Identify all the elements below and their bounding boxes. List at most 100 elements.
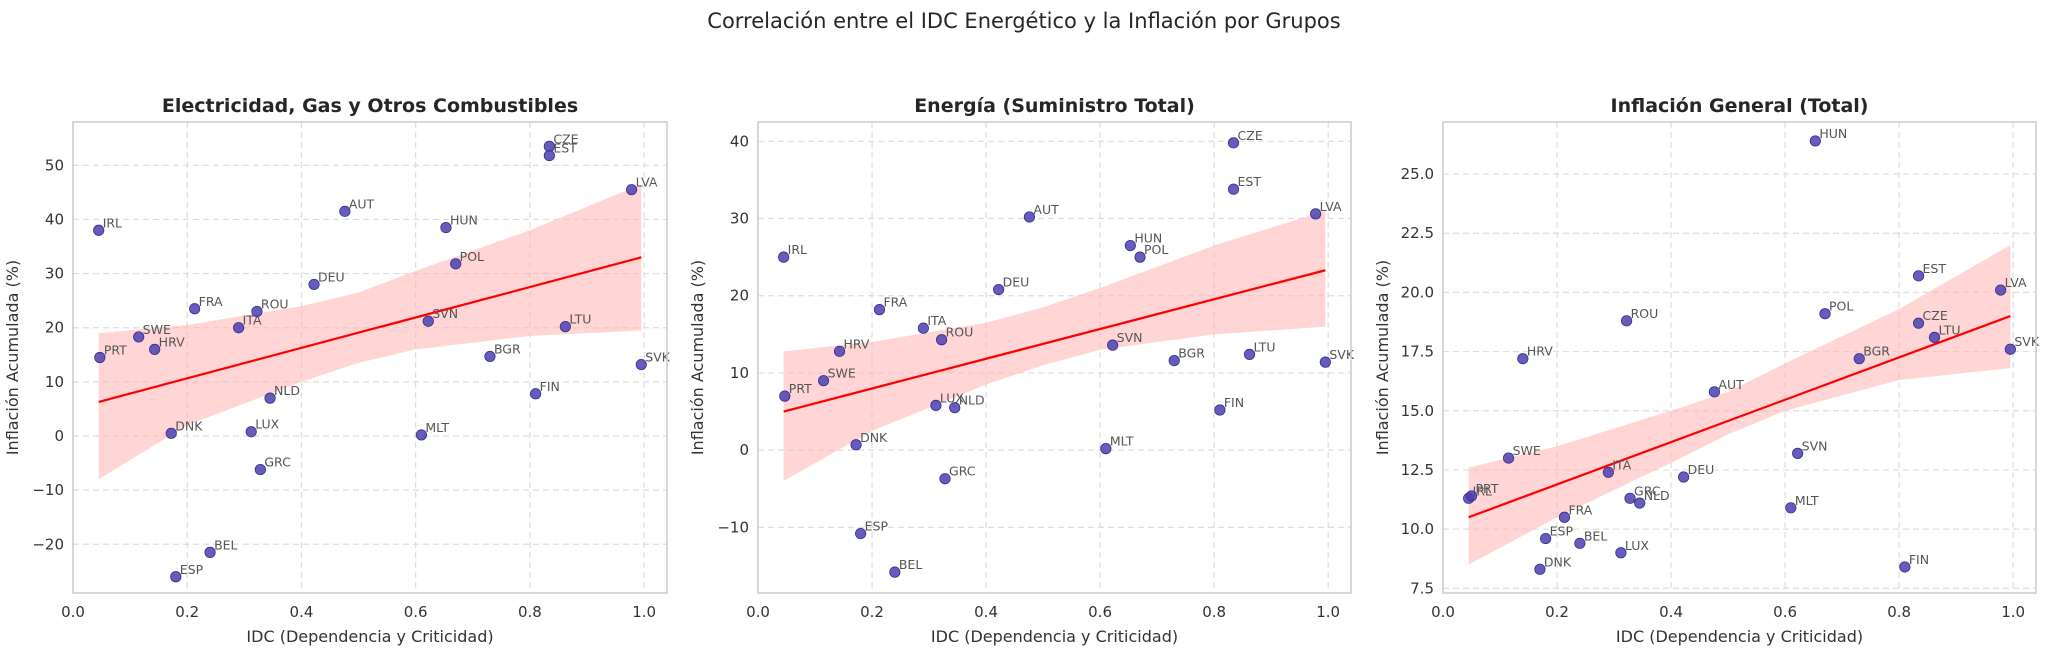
point-label-fra: FRA bbox=[1568, 502, 1592, 517]
data-point-svk bbox=[1319, 356, 1331, 368]
x-tick-label: 1.0 bbox=[1316, 603, 1340, 621]
data-point-lva bbox=[1995, 284, 2007, 296]
data-point-hun bbox=[1124, 239, 1136, 252]
y-tick-label: 10 bbox=[730, 364, 749, 382]
data-point-fin bbox=[530, 388, 542, 400]
y-axis-label: Inflación Acumulada (%) bbox=[3, 260, 22, 455]
point-label-grc: GRC bbox=[264, 455, 291, 470]
y-tick-label: −10 bbox=[717, 518, 749, 536]
point-label-hun: HUN bbox=[1819, 126, 1847, 141]
data-point-nld bbox=[264, 392, 276, 404]
point-label-hun: HUN bbox=[1134, 231, 1162, 246]
point-label-lva: LVA bbox=[2005, 275, 2027, 290]
data-point-fin bbox=[1214, 404, 1226, 416]
point-label-bel: BEL bbox=[899, 557, 922, 572]
x-axis-label: IDC (Dependencia y Criticidad) bbox=[1616, 627, 1863, 646]
data-point-dnk bbox=[1534, 563, 1546, 575]
point-label-lux: LUX bbox=[940, 390, 964, 405]
data-point-esp bbox=[855, 527, 867, 540]
data-point-ltu bbox=[559, 321, 571, 333]
x-tick-label: 0.8 bbox=[1202, 603, 1226, 621]
point-label-hrv: HRV bbox=[159, 334, 185, 349]
point-label-lux: LUX bbox=[255, 417, 279, 432]
point-label-rou: ROU bbox=[1631, 306, 1659, 321]
point-label-irl: IRL bbox=[1473, 483, 1492, 498]
data-point-lux bbox=[930, 399, 942, 411]
subplot-title: Energía (Suministro Total) bbox=[914, 95, 1195, 117]
data-point-swe bbox=[817, 375, 830, 387]
confidence-band bbox=[98, 184, 642, 480]
y-tick-label: 40 bbox=[45, 210, 64, 228]
point-label-esp: ESP bbox=[865, 519, 889, 534]
point-label-est: EST bbox=[1238, 174, 1262, 189]
regression-line bbox=[1468, 315, 2011, 519]
x-tick-label: 0.2 bbox=[860, 603, 884, 621]
point-label-irl: IRL bbox=[788, 242, 807, 257]
data-point-ltu bbox=[1928, 331, 1941, 343]
regression-line bbox=[98, 256, 642, 403]
point-label-lva: LVA bbox=[1320, 199, 1342, 214]
point-label-mlt: MLT bbox=[1110, 434, 1134, 449]
data-point-est bbox=[543, 149, 555, 162]
data-point-dnk bbox=[165, 427, 177, 439]
y-tick-label: 50 bbox=[45, 156, 64, 174]
data-point-prt bbox=[1465, 490, 1478, 502]
point-label-dnk: DNK bbox=[175, 418, 203, 433]
data-point-bgr bbox=[1853, 353, 1865, 365]
data-point-aut bbox=[1708, 386, 1721, 398]
data-point-prt bbox=[779, 390, 791, 402]
point-label-bgr: BGR bbox=[1863, 344, 1890, 359]
x-tick-label: 0.4 bbox=[974, 603, 998, 621]
data-point-est bbox=[1227, 183, 1240, 195]
data-point-ita bbox=[917, 322, 929, 334]
point-label-dnk: DNK bbox=[1544, 554, 1572, 569]
point-label-esp: ESP bbox=[180, 562, 204, 577]
data-point-irl bbox=[778, 251, 790, 263]
data-point-lva bbox=[625, 184, 638, 196]
data-point-nld bbox=[1634, 497, 1646, 509]
point-label-ita: ITA bbox=[1612, 457, 1631, 472]
data-point-hrv bbox=[1517, 353, 1529, 365]
data-point-grc bbox=[254, 463, 266, 476]
point-label-fin: FIN bbox=[1909, 552, 1929, 567]
data-point-bel bbox=[204, 546, 216, 558]
x-tick-label: 0.8 bbox=[1887, 603, 1911, 621]
axes-frame bbox=[757, 121, 1352, 594]
point-label-dnk: DNK bbox=[860, 430, 888, 445]
x-tick-label: 0.2 bbox=[175, 603, 199, 621]
data-point-bel bbox=[889, 566, 901, 578]
x-tick-label: 0.8 bbox=[518, 603, 542, 621]
point-label-bel: BEL bbox=[214, 537, 237, 552]
point-label-ltu: LTU bbox=[1254, 339, 1276, 354]
y-tick-label: 10 bbox=[45, 373, 64, 391]
data-point-ita bbox=[233, 322, 245, 334]
data-point-irl bbox=[93, 224, 105, 236]
data-point-swe bbox=[1502, 452, 1515, 464]
point-label-deu: DEU bbox=[1688, 462, 1715, 477]
data-point-lux bbox=[1615, 547, 1627, 559]
confidence-band bbox=[783, 210, 1326, 482]
point-label-svn: SVN bbox=[1802, 438, 1828, 453]
y-tick-label: 10.0 bbox=[1401, 520, 1434, 538]
data-point-ita bbox=[1602, 466, 1614, 478]
y-tick-label: 17.5 bbox=[1401, 343, 1434, 361]
y-axis-label: Inflación Acumulada (%) bbox=[1373, 260, 1392, 455]
data-point-aut bbox=[339, 205, 351, 217]
point-label-hrv: HRV bbox=[1527, 344, 1553, 359]
data-point-svn bbox=[1107, 339, 1119, 351]
point-label-swe: SWE bbox=[828, 366, 856, 381]
data-point-svn bbox=[422, 315, 434, 327]
data-point-hun bbox=[1809, 135, 1821, 147]
point-label-grc: GRC bbox=[1634, 483, 1661, 498]
axes-frame bbox=[1442, 121, 2037, 594]
point-label-ltu: LTU bbox=[1939, 322, 1961, 337]
point-label-fin: FIN bbox=[540, 379, 560, 394]
y-tick-label: 12.5 bbox=[1401, 461, 1434, 479]
point-label-mlt: MLT bbox=[1795, 493, 1819, 508]
point-label-pol: POL bbox=[1144, 242, 1168, 257]
data-point-hrv bbox=[833, 345, 846, 357]
point-label-fra: FRA bbox=[199, 294, 223, 309]
